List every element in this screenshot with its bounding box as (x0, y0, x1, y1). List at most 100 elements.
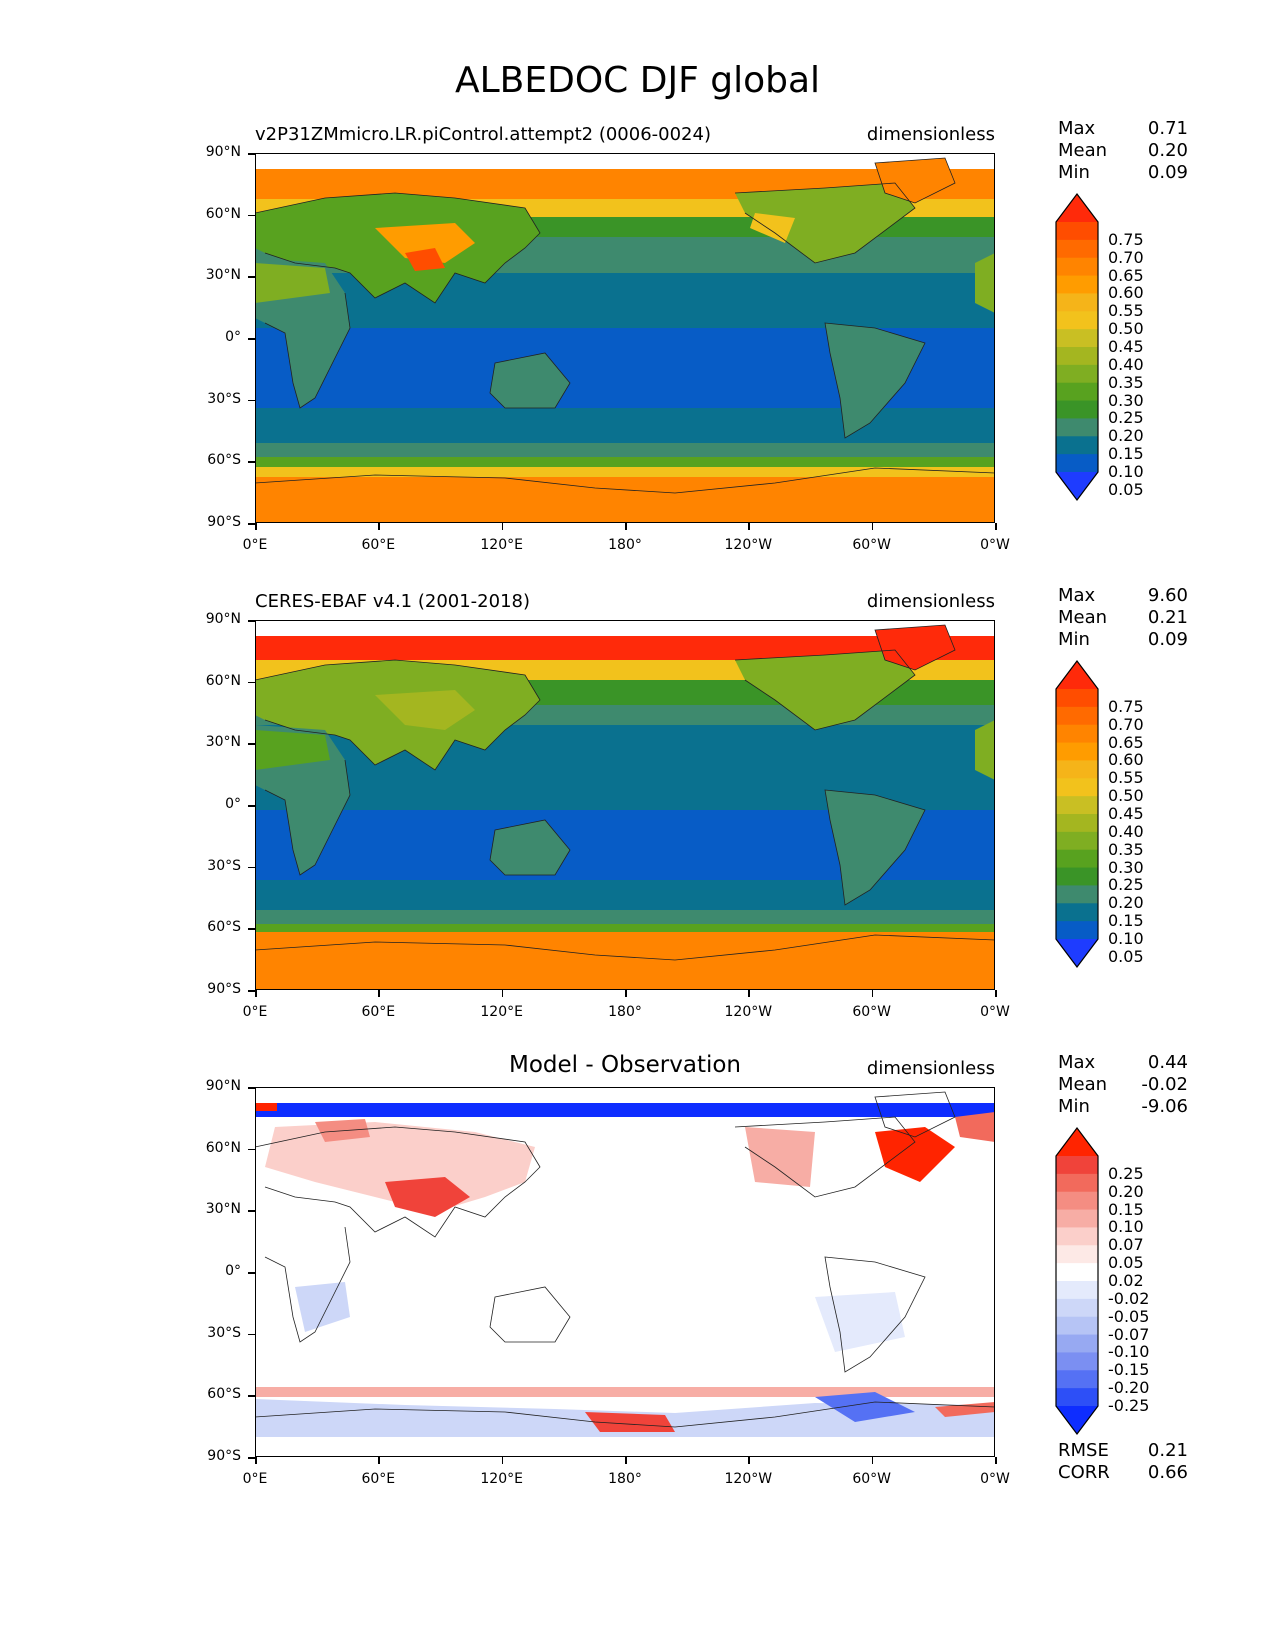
colorbar-segment (1056, 1263, 1098, 1282)
y-tick-mark (248, 990, 255, 992)
x-tick-label: 60°E (361, 537, 396, 553)
x-tick-label: 0°W (980, 537, 1010, 553)
colorbar (1055, 660, 1099, 972)
y-tick-label: 60°N (205, 1139, 241, 1156)
y-tick-mark (248, 1395, 255, 1397)
colorbar-segment (1056, 311, 1098, 330)
difference-map (255, 1087, 995, 1457)
colorbar-label: 0.60 (1108, 283, 1144, 303)
colorbar-label: -0.20 (1108, 1378, 1150, 1398)
y-tick-mark (248, 928, 255, 930)
x-tick-label: 60°W (852, 1471, 892, 1487)
colorbar-segment (1056, 1334, 1098, 1353)
difference-panel: Model - Observation dimensionless (0, 934, 1275, 1487)
mean-value: 0.21 (1147, 607, 1188, 628)
colorbar-segment (1056, 1191, 1098, 1211)
colorbar-segment (1056, 436, 1098, 455)
colorbar-segment (1056, 1352, 1098, 1371)
colorbar-label: 0.70 (1108, 247, 1144, 267)
colorbar-segment (1056, 903, 1098, 922)
anomaly-patches (255, 1112, 995, 1437)
colorbar-bottom-extension (1056, 1406, 1098, 1434)
colorbar-segment (1056, 814, 1098, 833)
y-tick-label: 90°S (207, 1448, 241, 1464)
colorbar-label: 0.55 (1108, 301, 1144, 321)
colorbar-label: 0.35 (1108, 372, 1144, 392)
max-label: Max (1058, 585, 1096, 606)
x-tick-label: 120°E (480, 1471, 523, 1487)
colorbar-graphic (1055, 1127, 1099, 1435)
colorbar-segment (1056, 400, 1098, 419)
metrics-box: RMSE 0.21 CORR 0.66 (1058, 1440, 1188, 1484)
colorbar-segment (1056, 778, 1098, 797)
y-tick-mark (248, 866, 255, 869)
colorbar-segment (1056, 849, 1098, 869)
x-tick-mark (255, 523, 257, 530)
colorbar-segment (1056, 760, 1098, 779)
colorbar-label: 0.20 (1108, 893, 1144, 913)
y-tick-mark (248, 523, 255, 525)
colorbar-segment (1056, 689, 1098, 708)
y-tick-mark (248, 743, 255, 745)
colorbar-segment (1056, 454, 1098, 473)
colorbar-segment (1056, 329, 1098, 348)
colorbar-label: 0.15 (1108, 911, 1144, 931)
y-tick-mark (248, 1333, 255, 1336)
x-tick-label: 180° (608, 537, 642, 553)
colorbar-segment (1056, 257, 1098, 277)
x-tick-label: 120°W (724, 1004, 773, 1020)
x-tick-label: 0°W (980, 1471, 1010, 1487)
figure-title: ALBEDOC DJF global (454, 60, 821, 101)
max-value: 0.44 (1147, 1052, 1188, 1073)
colorbar-label: 0.50 (1108, 786, 1144, 806)
min-value: 0.09 (1147, 162, 1188, 183)
x-tick-label: 0°E (242, 537, 268, 553)
y-tick-label: 30°S (207, 857, 241, 874)
colorbar-segment (1056, 831, 1098, 851)
y-tick-mark (248, 214, 255, 217)
colorbar-label: 0.75 (1108, 696, 1144, 716)
colorbar (1055, 1127, 1099, 1439)
y-tick-label: 90°S (207, 981, 241, 997)
y-tick-label: 90°S (207, 514, 241, 530)
colorbar-segment (1056, 724, 1098, 744)
colorbar-label: 0.25 (1108, 408, 1144, 428)
min-value: -9.06 (1141, 1096, 1188, 1117)
y-tick-mark (248, 276, 255, 278)
colorbar-segment (1056, 1281, 1098, 1300)
colorbar-segment (1056, 275, 1098, 294)
colorbar-label: -0.25 (1108, 1396, 1150, 1415)
x-tick-label: 60°E (361, 1471, 396, 1487)
x-tick-label: 0°E (242, 1471, 268, 1487)
colorbar-segment (1056, 867, 1098, 886)
colorbar-label: 0.55 (1108, 768, 1144, 788)
mean-value: 0.20 (1147, 140, 1188, 161)
colorbar-label: -0.05 (1108, 1306, 1150, 1326)
colorbar-segment (1056, 1227, 1098, 1246)
panel-title: v2P31ZMmicro.LR.piControl.attempt2 (0006… (255, 124, 711, 145)
x-tick-mark (995, 990, 997, 997)
colorbar-label: 0.10 (1108, 1217, 1144, 1237)
y-tick-label: 90°N (205, 611, 241, 627)
colorbar-label: 0.75 (1108, 229, 1144, 249)
x-tick-mark (255, 1457, 257, 1464)
colorbar-label: 0.07 (1108, 1235, 1144, 1255)
colorbar-label: 0.30 (1108, 857, 1144, 877)
max-label: Max (1058, 1052, 1096, 1073)
colorbar-label: 0.10 (1108, 462, 1144, 481)
colorbar-label: -0.15 (1108, 1360, 1150, 1380)
mean-value: -0.02 (1141, 1074, 1188, 1095)
colorbar-label: 0.25 (1108, 1163, 1144, 1183)
y-tick-mark (248, 620, 255, 622)
x-tick-mark (625, 990, 627, 997)
x-tick-label: 60°W (852, 1004, 892, 1020)
x-tick-label: 0°W (980, 1004, 1010, 1020)
colorbar-segment (1056, 222, 1098, 241)
colorbar-segment (1056, 347, 1098, 366)
y-tick-label: 30°N (205, 1201, 241, 1218)
mean-label: Mean (1058, 607, 1108, 628)
y-tick-mark (248, 1148, 255, 1151)
panel-units: dimensionless (866, 1058, 995, 1079)
model-map (255, 153, 995, 523)
x-tick-mark (625, 1457, 627, 1464)
